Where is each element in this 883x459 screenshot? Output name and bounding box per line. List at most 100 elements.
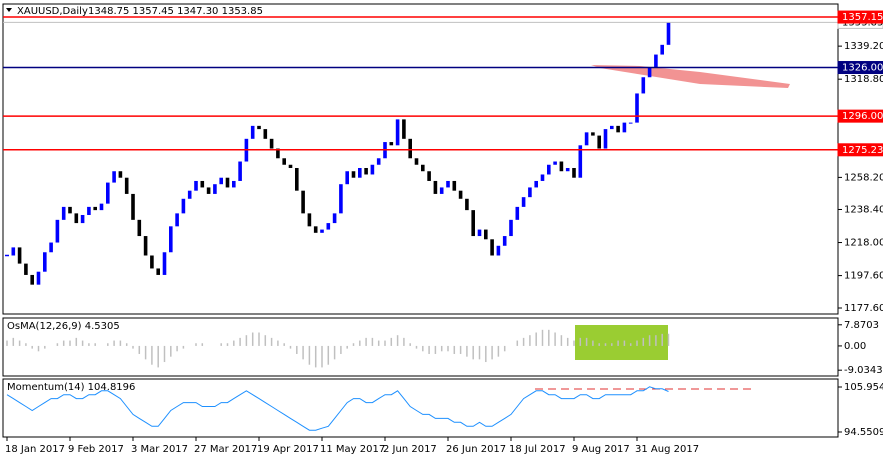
candle <box>282 158 286 165</box>
candle <box>376 158 381 165</box>
candle <box>660 44 664 55</box>
candle <box>509 219 513 237</box>
candle <box>269 138 274 149</box>
candle <box>150 255 154 269</box>
candle <box>603 129 608 149</box>
y-tick-label: -9.0343 <box>844 365 883 376</box>
y-tick-label: 105.9542 <box>844 382 883 393</box>
candle <box>257 125 261 130</box>
level-label-box <box>837 109 883 123</box>
y-tick-label: 1318.80 <box>844 74 883 85</box>
candle <box>87 206 91 215</box>
candle <box>175 213 179 227</box>
candle <box>301 190 305 214</box>
candle <box>408 138 412 159</box>
candle <box>597 135 601 149</box>
candle <box>213 184 217 194</box>
candle <box>578 145 583 178</box>
candle <box>30 274 34 285</box>
candle <box>628 122 633 124</box>
y-tick-label: 1197.60 <box>844 271 883 282</box>
level-label: 1357.15 <box>842 12 883 23</box>
osma-panel <box>2 317 839 377</box>
highlight-box <box>575 325 668 360</box>
y-tick-label: 7.8703 <box>844 320 879 331</box>
collapse-icon <box>6 8 12 12</box>
y-tick-label: 94.5509 <box>844 427 883 438</box>
y-tick-label: 1238.40 <box>844 204 883 215</box>
candle <box>156 268 160 275</box>
indicator-title: Momentum(14) 104.8196 <box>7 382 135 393</box>
candle <box>74 213 79 224</box>
y-tick-label: 1218.00 <box>844 238 883 249</box>
candle <box>232 180 236 188</box>
candle <box>320 229 324 233</box>
candle <box>112 171 116 183</box>
candle <box>402 119 406 139</box>
y-tick-label: 0.00 <box>844 341 866 352</box>
level-label-box <box>837 143 883 157</box>
candle <box>358 167 362 178</box>
momentum-panel <box>2 378 839 438</box>
candle <box>540 174 545 181</box>
price-panel <box>2 3 839 315</box>
candle <box>427 171 431 181</box>
candle <box>225 177 230 188</box>
candle <box>307 213 312 227</box>
candle <box>452 180 457 191</box>
candle <box>326 223 331 230</box>
x-tick-label: 27 Mar 2017 <box>194 444 257 455</box>
candle <box>238 161 242 181</box>
candle <box>250 125 255 139</box>
candle <box>666 22 671 45</box>
candle <box>584 132 589 146</box>
candle <box>654 54 658 68</box>
candle <box>547 164 551 175</box>
candle <box>446 180 450 188</box>
x-tick-label: 26 Jun 2017 <box>446 444 506 455</box>
candle <box>124 177 129 194</box>
candle <box>553 161 557 165</box>
momentum-line <box>6 386 669 431</box>
candle <box>490 239 494 256</box>
candle <box>610 125 614 130</box>
quote: 1348.75 1357.45 1347.30 1353.85 <box>88 6 263 17</box>
candle <box>11 247 16 256</box>
candle <box>137 219 142 237</box>
candle <box>471 210 475 237</box>
candle <box>364 167 368 175</box>
candle <box>458 190 463 199</box>
candle <box>528 187 532 198</box>
candle <box>345 171 349 185</box>
level-label: 1275.23 <box>842 145 883 156</box>
y-tick-label: 1339.20 <box>844 41 883 52</box>
candle <box>439 187 444 194</box>
candle <box>93 206 97 211</box>
x-tick-label: 9 Aug 2017 <box>572 444 630 455</box>
candle <box>496 245 501 256</box>
candle <box>49 242 53 253</box>
x-tick-label: 19 Apr 2017 <box>257 444 319 455</box>
candle <box>162 252 167 275</box>
candle <box>515 206 520 220</box>
level-label-box <box>837 10 883 24</box>
x-tick-label: 11 May 2017 <box>320 444 385 455</box>
candle <box>484 229 488 240</box>
zone-shape <box>591 65 790 88</box>
candle <box>559 161 564 172</box>
candle <box>635 93 639 123</box>
x-tick-label: 9 Feb 2017 <box>68 444 124 455</box>
candle <box>370 164 375 175</box>
candle <box>647 67 652 78</box>
candle <box>80 214 85 224</box>
x-tick-label: 3 Mar 2017 <box>131 444 188 455</box>
candle <box>295 167 299 191</box>
candle <box>181 198 186 214</box>
candle <box>395 119 400 146</box>
candle <box>389 142 394 146</box>
candle <box>521 197 526 207</box>
candle <box>591 132 595 136</box>
y-tick-label: 1177.60 <box>844 303 883 314</box>
candle <box>24 263 28 275</box>
